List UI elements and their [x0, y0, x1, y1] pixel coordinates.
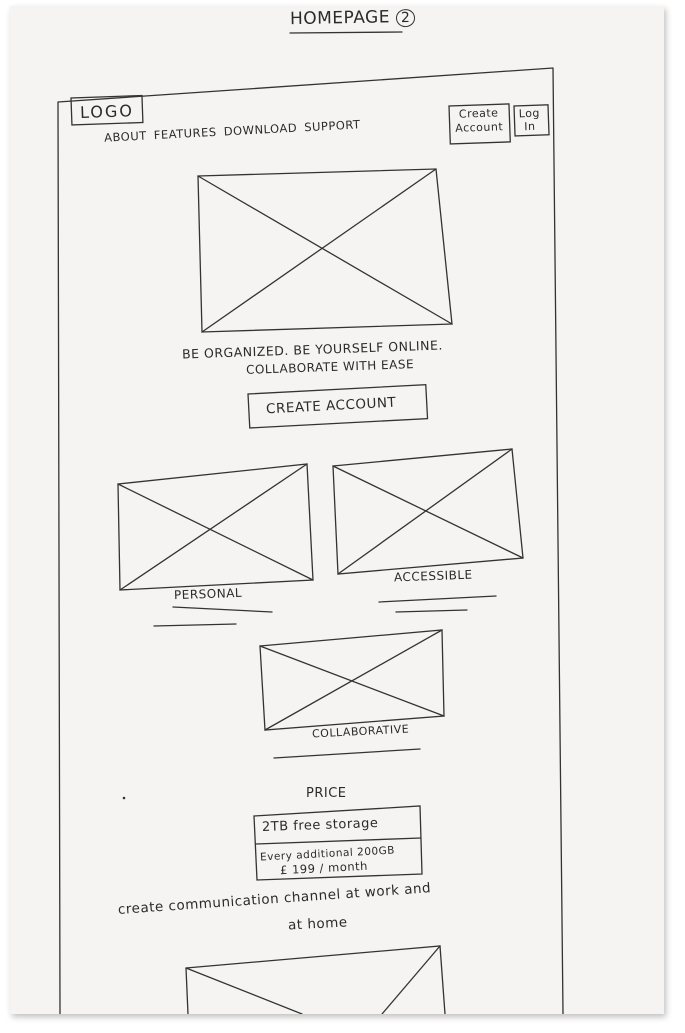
hero-image-placeholder: [197, 168, 453, 333]
create-account-button-box: [247, 384, 429, 429]
personal-image-placeholder: [117, 463, 314, 591]
log-in-line2: In: [523, 119, 536, 134]
sheet-page-number: 2: [395, 8, 416, 28]
create-account-line2: Account: [455, 120, 504, 135]
title-underline: [289, 31, 403, 34]
log-in-line1: Log: [518, 106, 541, 121]
log-in-header-button[interactable]: Log In: [519, 107, 541, 134]
collaborative-underline: [273, 748, 421, 759]
logo-box: [70, 94, 144, 126]
accessible-image-placeholder: [332, 448, 524, 575]
sheet-title-text: HOMEPAGE: [289, 7, 391, 30]
accessible-underline-1: [378, 595, 497, 603]
price-heading: PRICE: [306, 786, 347, 801]
communication-text-line2: at home: [287, 914, 349, 934]
create-account-header-button[interactable]: Create Account: [455, 106, 504, 136]
nav-link-about[interactable]: ABOUT: [103, 128, 148, 145]
collaborative-image-placeholder: [259, 629, 445, 731]
personal-underline-1: [172, 606, 273, 613]
logo-label[interactable]: LOGO: [79, 101, 135, 122]
wireframe-sketch: [57, 31, 564, 1014]
accessible-underline-2: [395, 609, 468, 613]
sheet-title: HOMEPAGE 2: [290, 7, 416, 29]
nav-link-support[interactable]: SUPPORT: [303, 117, 361, 135]
stray-dot: [122, 796, 126, 800]
feature-label-personal: PERSONAL: [173, 585, 243, 603]
sketch-paper: HOMEPAGE 2 LOGO ABOUT FEATURES DOWNLOAD …: [10, 6, 664, 1014]
personal-underline-2: [153, 623, 237, 627]
bottom-image-placeholder: [185, 945, 446, 1014]
page-frame: [57, 67, 564, 1014]
price-table-box: [253, 805, 423, 881]
feature-label-accessible: ACCESSIBLE: [393, 567, 473, 585]
create-account-box: [448, 103, 511, 145]
log-in-box: [513, 104, 550, 137]
